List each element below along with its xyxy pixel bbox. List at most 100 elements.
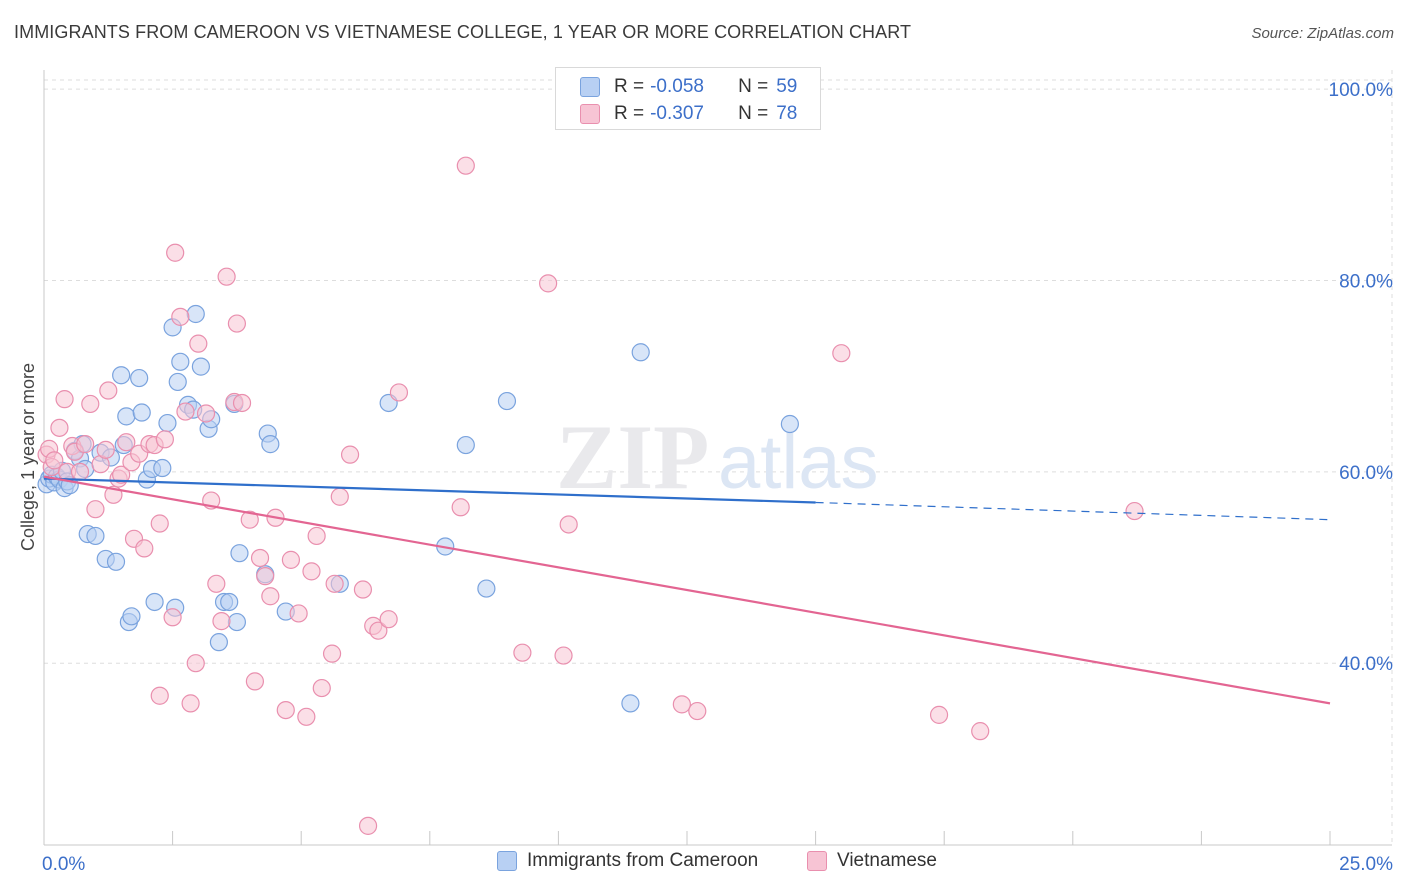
point-vietnamese (297, 707, 316, 726)
point-vietnamese (227, 314, 246, 333)
point-vietnamese (539, 274, 558, 293)
point-vietnamese (181, 694, 200, 713)
point-vietnamese (250, 548, 270, 568)
point-vietnamese (369, 621, 388, 640)
point-vietnamese (81, 394, 100, 414)
point-vietnamese (186, 654, 205, 673)
stat-n-label: N = (738, 103, 769, 124)
point-vietnamese (176, 402, 195, 421)
watermark-zip: ZIP (556, 406, 709, 508)
point-vietnamese (245, 672, 265, 691)
point-vietnamese (99, 381, 118, 400)
stat-r-label: R = (614, 103, 645, 124)
point-cameroon (168, 372, 187, 392)
watermark-atlas: atlas (718, 420, 879, 505)
y-axis-label: College, 1 year or more (18, 363, 38, 551)
point-vietnamese (171, 307, 190, 326)
point-vietnamese (166, 243, 185, 262)
point-cameroon (145, 592, 164, 612)
point-cameroon (261, 435, 280, 454)
point-vietnamese (70, 462, 90, 481)
stat-n-value: 59 (776, 76, 798, 97)
data-points (37, 156, 1144, 835)
point-cameroon (186, 304, 205, 324)
point-vietnamese (325, 574, 344, 593)
point-vietnamese (307, 526, 326, 546)
point-cameroon (153, 458, 172, 478)
trend-line-cameroon (43, 477, 816, 504)
point-cameroon (117, 407, 136, 426)
x-tick-label-min: 0.0% (42, 854, 85, 875)
point-cameroon (158, 413, 177, 433)
legend-swatch-cameroon (497, 851, 517, 871)
point-vietnamese (112, 465, 131, 484)
stat-r-label: R = (614, 76, 645, 97)
point-cameroon (106, 552, 126, 571)
stat-swatch-cameroon (580, 77, 600, 97)
source-credit: Source: ZipAtlas.com (1251, 25, 1394, 42)
point-cameroon (456, 435, 475, 455)
point-cameroon (171, 352, 190, 371)
trend-line-vietnamese (43, 475, 1331, 705)
point-vietnamese (513, 643, 532, 662)
point-vietnamese (554, 646, 573, 665)
tick-labels: 40.0% 60.0% 80.0% 100.0% 0.0% 25.0% College, 1… (18, 80, 1393, 875)
trend-lines (43, 475, 1331, 705)
point-vietnamese (929, 705, 949, 724)
point-vietnamese (451, 498, 470, 517)
point-vietnamese (207, 574, 226, 593)
point-vietnamese (353, 580, 373, 599)
point-vietnamese (150, 686, 169, 705)
point-vietnamese (163, 608, 182, 627)
point-cameroon (497, 391, 517, 411)
point-vietnamese (559, 515, 578, 534)
point-vietnamese (155, 430, 174, 449)
point-vietnamese (312, 678, 331, 698)
stat-row-cameroon: R = -0.058 N = 59 (580, 76, 797, 98)
point-vietnamese (379, 610, 398, 629)
point-cameroon (780, 414, 799, 434)
point-cameroon (220, 592, 239, 612)
legend-label-cameroon: Immigrants from Cameroon (527, 850, 759, 871)
point-vietnamese (389, 383, 409, 402)
point-vietnamese (117, 433, 136, 452)
stat-r-value: -0.058 (650, 76, 704, 97)
point-vietnamese (672, 695, 691, 714)
point-vietnamese (135, 539, 154, 558)
y-tick-label: 80.0% (1339, 271, 1393, 292)
point-vietnamese (55, 390, 74, 409)
point-vietnamese (217, 267, 236, 286)
point-cameroon (227, 612, 246, 632)
point-cameroon (122, 607, 141, 626)
point-vietnamese (256, 567, 275, 586)
y-tick-label: 60.0% (1339, 463, 1393, 484)
point-cameroon (230, 544, 249, 563)
correlation-stats-box: R = -0.058 N = 59 R = -0.307 N = 78 (555, 67, 821, 130)
point-vietnamese (232, 393, 252, 413)
point-vietnamese (212, 612, 231, 631)
point-vietnamese (261, 587, 280, 606)
point-vietnamese (96, 440, 115, 459)
point-cameroon (477, 579, 496, 598)
point-cameroon (132, 403, 151, 422)
point-vietnamese (688, 701, 707, 721)
point-vietnamese (1125, 501, 1144, 521)
stat-row-vietnamese: R = -0.307 N = 78 (580, 103, 797, 125)
point-vietnamese (196, 404, 216, 423)
legend: Immigrants from Cameroon Vietnamese (0, 850, 1406, 880)
point-vietnamese (330, 487, 349, 506)
point-cameroon (86, 526, 105, 546)
point-vietnamese (358, 816, 378, 835)
stat-n-label: N = (738, 76, 769, 97)
point-vietnamese (189, 334, 208, 353)
point-cameroon (209, 633, 228, 652)
y-tick-label: 100.0% (1329, 80, 1394, 101)
point-cameroon (130, 368, 149, 388)
point-vietnamese (281, 550, 301, 569)
legend-label-vietnamese: Vietnamese (837, 850, 937, 871)
stat-r-value: -0.307 (650, 103, 704, 124)
point-vietnamese (971, 722, 990, 741)
legend-item-cameroon[interactable]: Immigrants from Cameroon (497, 850, 758, 872)
legend-item-vietnamese[interactable]: Vietnamese (807, 850, 937, 872)
